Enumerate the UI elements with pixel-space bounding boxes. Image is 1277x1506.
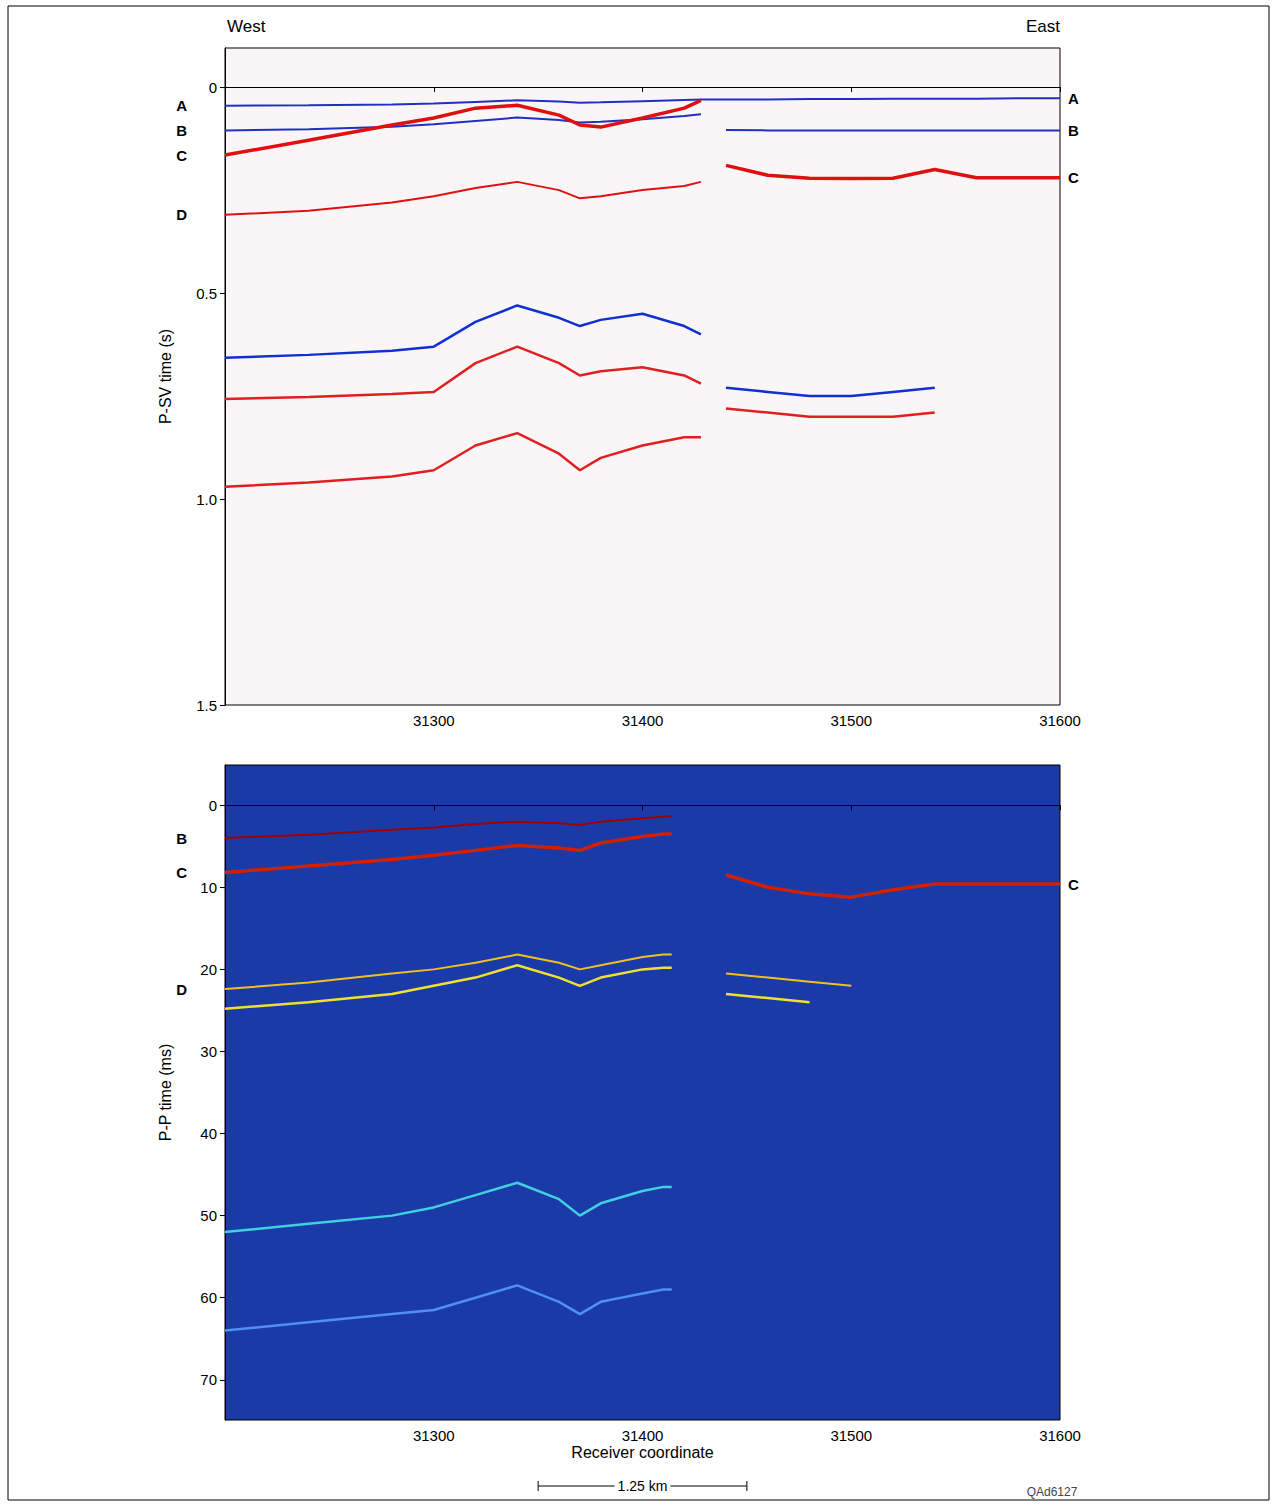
svg-text:A: A xyxy=(1068,90,1079,107)
svg-text:0: 0 xyxy=(209,797,217,814)
svg-text:0.5: 0.5 xyxy=(196,285,217,302)
svg-text:B: B xyxy=(176,830,187,847)
svg-text:P-P time (ms): P-P time (ms) xyxy=(157,1044,174,1141)
svg-text:31300: 31300 xyxy=(413,1427,455,1444)
svg-text:C: C xyxy=(176,147,187,164)
svg-text:1.0: 1.0 xyxy=(196,491,217,508)
svg-text:QAd6127: QAd6127 xyxy=(1027,1485,1078,1499)
svg-text:1.5: 1.5 xyxy=(196,697,217,714)
svg-text:60: 60 xyxy=(200,1289,217,1306)
svg-text:D: D xyxy=(176,981,187,998)
svg-text:31400: 31400 xyxy=(622,712,664,729)
svg-text:31600: 31600 xyxy=(1039,1427,1081,1444)
svg-text:31500: 31500 xyxy=(830,712,872,729)
svg-text:B: B xyxy=(1068,122,1079,139)
svg-text:20: 20 xyxy=(200,961,217,978)
svg-text:31600: 31600 xyxy=(1039,712,1081,729)
svg-text:31500: 31500 xyxy=(830,1427,872,1444)
svg-text:C: C xyxy=(1068,876,1079,893)
svg-text:70: 70 xyxy=(200,1371,217,1388)
svg-text:31300: 31300 xyxy=(413,712,455,729)
svg-text:D: D xyxy=(176,206,187,223)
svg-text:B: B xyxy=(176,122,187,139)
svg-text:C: C xyxy=(176,864,187,881)
svg-text:East: East xyxy=(1026,17,1060,36)
svg-text:50: 50 xyxy=(200,1207,217,1224)
svg-text:West: West xyxy=(227,17,266,36)
svg-text:Receiver coordinate: Receiver coordinate xyxy=(571,1444,713,1461)
svg-text:30: 30 xyxy=(200,1043,217,1060)
svg-text:A: A xyxy=(176,97,187,114)
svg-text:P-SV time (s): P-SV time (s) xyxy=(157,329,174,424)
svg-text:10: 10 xyxy=(200,879,217,896)
svg-text:31400: 31400 xyxy=(622,1427,664,1444)
svg-text:1.25 km: 1.25 km xyxy=(618,1478,668,1494)
svg-text:40: 40 xyxy=(200,1125,217,1142)
svg-text:C: C xyxy=(1068,169,1079,186)
svg-text:0: 0 xyxy=(209,79,217,96)
